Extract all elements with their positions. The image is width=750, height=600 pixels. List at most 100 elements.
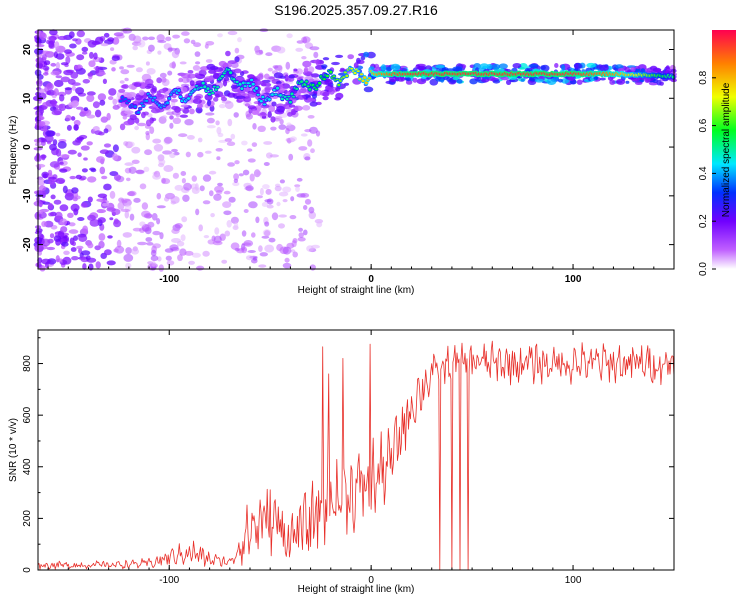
spectrogram-x-tick-label: -100 [159, 274, 179, 285]
spectrogram-cell [205, 59, 213, 63]
spectrogram-cell [133, 35, 142, 44]
spectrogram-ridge-core [145, 99, 149, 103]
spectrogram-cell [95, 65, 100, 74]
spectrogram-cell [199, 185, 205, 192]
spectrogram-cell [70, 247, 77, 252]
spectrogram-cell [266, 152, 273, 159]
spectrogram-ridge-core [290, 92, 294, 96]
spectrogram-ridge-core [246, 82, 250, 85]
spectrogram-cell [157, 50, 162, 55]
spectrogram-ridge-core [240, 87, 244, 90]
spectrogram-cell [288, 104, 296, 108]
spectrogram-cell [242, 169, 250, 176]
spectrogram-cell [251, 142, 258, 148]
spectrogram-cell [97, 93, 107, 101]
spectrogram-cell [265, 188, 272, 195]
spectrogram-cell [39, 265, 46, 272]
spectrogram-cell [36, 261, 42, 268]
spectrogram-cell [49, 143, 57, 151]
spectrogram-ridge-core [243, 85, 247, 88]
spectrogram-cell [36, 121, 46, 127]
spectrogram-cell [174, 223, 183, 229]
spectrogram-cell [49, 161, 60, 168]
spectrogram-ridge-core [288, 100, 292, 104]
spectrogram-cell [118, 197, 125, 203]
spectrogram-cell [207, 239, 216, 245]
spectrogram-cell [73, 124, 79, 131]
spectrogram-cell [415, 64, 421, 69]
spectrogram-cell [278, 223, 285, 229]
spectrogram-cell [153, 144, 164, 152]
spectrogram-ridge-core [332, 75, 336, 78]
spectrogram-cell [202, 200, 211, 205]
spectrogram-cell [210, 213, 215, 218]
spectrogram-cell [286, 122, 292, 127]
spectrogram-cell [137, 122, 147, 127]
spectrogram-cell [141, 202, 149, 210]
spectrogram-cell [298, 146, 308, 151]
spectrogram-ridge-core [222, 72, 226, 75]
snr-y-tick-label: 600 [22, 406, 33, 423]
spectrogram-cell [138, 89, 145, 96]
spectrogram-cell [230, 84, 239, 89]
spectrogram-cell [108, 96, 114, 101]
spectrogram-cell [81, 168, 88, 173]
spectrogram-cell [169, 115, 174, 120]
spectrogram-cell [316, 221, 323, 228]
spectrogram-cell [304, 66, 309, 73]
spectrogram-ridge-core [241, 81, 246, 85]
colorbar-tick-label: 0.4 [698, 166, 709, 180]
spectrogram-cell [282, 262, 292, 269]
spectrogram-cell [51, 110, 62, 116]
spectrogram-cell [534, 78, 544, 83]
spectrogram-cell [123, 120, 134, 126]
spectrogram-cell [322, 91, 330, 97]
spectrogram-cell [307, 139, 313, 147]
spectrogram-cell [133, 82, 142, 88]
spectrogram-cell [164, 136, 173, 144]
spectrogram-cell [66, 124, 72, 131]
spectrogram-ridge-core [211, 92, 215, 94]
spectrogram-cell [148, 44, 155, 52]
spectrogram-cell [243, 240, 254, 247]
spectrogram-cell [118, 88, 126, 93]
spectrogram-cell [94, 109, 102, 118]
spectrogram-cell [57, 35, 68, 41]
spectrogram-cell [115, 175, 125, 183]
spectrogram-cell [238, 173, 244, 177]
spectrogram-cell [258, 245, 263, 253]
spectrogram-cell [49, 233, 55, 239]
spectrogram-cell [288, 74, 296, 79]
spectrogram-cell [38, 185, 47, 192]
spectrogram-cell [179, 114, 188, 118]
spectrogram-cell [310, 148, 315, 154]
spectrogram-cell [134, 125, 140, 131]
spectrogram-cell [167, 47, 177, 51]
spectrogram-cell [213, 193, 222, 201]
spectrogram-ridge-core [303, 82, 307, 86]
spectrogram-cell [247, 250, 256, 253]
spectrogram-cell [281, 83, 291, 89]
spectrogram-cell [83, 157, 88, 161]
snr-y-tick-label: 800 [22, 355, 33, 372]
spectrogram-cell [110, 47, 115, 51]
spectrogram-cell [276, 201, 281, 207]
spectrogram-ridge-core [280, 97, 284, 101]
spectrogram-cell [209, 190, 214, 197]
spectrogram-cell [609, 79, 616, 85]
spectrogram-cell [335, 87, 341, 92]
spectrogram-cell [76, 245, 84, 250]
spectrogram-cell [49, 29, 58, 36]
spectrogram-ridge-core [216, 86, 220, 89]
spectrogram-cell [285, 128, 290, 135]
spectrogram-cell [129, 213, 135, 221]
spectrogram-cell [67, 212, 74, 218]
spectrogram-cell [59, 154, 70, 158]
spectrogram-cell [270, 116, 276, 123]
spectrogram-cell [93, 52, 98, 60]
spectrogram-cell [227, 92, 236, 98]
spectrogram-cell [150, 87, 157, 94]
spectrogram-cell [226, 141, 236, 146]
spectrogram-cell [322, 96, 329, 101]
